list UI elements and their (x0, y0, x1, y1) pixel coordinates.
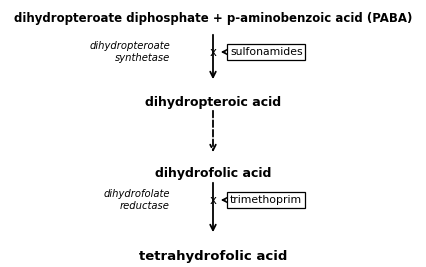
Text: trimethoprim: trimethoprim (230, 195, 302, 205)
Text: x: x (210, 45, 216, 58)
Text: dihydropteroate
synthetase: dihydropteroate synthetase (89, 41, 170, 63)
Text: x: x (210, 194, 216, 206)
Text: sulfonamides: sulfonamides (230, 47, 302, 57)
Text: dihydropteroic acid: dihydropteroic acid (145, 96, 281, 109)
Text: dihydrofolic acid: dihydrofolic acid (155, 167, 271, 180)
Text: dihydropteroate diphosphate + p-aminobenzoic acid (PABA): dihydropteroate diphosphate + p-aminoben… (14, 12, 412, 25)
Text: tetrahydrofolic acid: tetrahydrofolic acid (139, 250, 287, 263)
Text: dihydrofolate
reductase: dihydrofolate reductase (104, 189, 170, 211)
